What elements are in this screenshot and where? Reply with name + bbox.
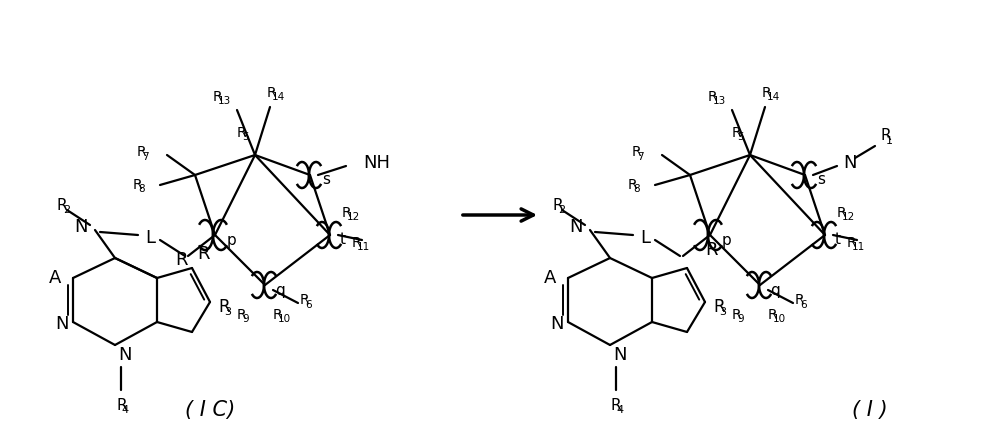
Text: 10: 10 — [773, 314, 786, 324]
Text: N: N — [550, 315, 564, 333]
Text: N: N — [613, 346, 626, 364]
Text: R: R — [795, 293, 805, 307]
Text: p: p — [722, 233, 732, 248]
Text: ( I C): ( I C) — [185, 400, 235, 420]
Text: R: R — [133, 178, 143, 192]
Text: R: R — [708, 90, 718, 104]
Text: 5: 5 — [737, 132, 744, 142]
Text: t: t — [340, 233, 346, 248]
Text: 3: 3 — [719, 307, 726, 317]
Text: 14: 14 — [767, 93, 780, 103]
Text: A: A — [49, 269, 61, 287]
Text: R: R — [713, 298, 725, 316]
Text: q: q — [275, 282, 285, 297]
Text: 11: 11 — [852, 242, 865, 252]
Text: 9: 9 — [242, 314, 249, 324]
Text: N: N — [843, 154, 856, 172]
Text: R: R — [705, 241, 718, 259]
Text: R: R — [342, 206, 352, 220]
Text: p: p — [227, 233, 237, 248]
Text: 7: 7 — [142, 152, 149, 162]
Text: R: R — [57, 197, 68, 213]
Text: R: R — [175, 251, 188, 269]
Text: ( I ): ( I ) — [852, 400, 888, 420]
Text: A: A — [544, 269, 556, 287]
Text: R: R — [762, 86, 772, 100]
Text: 9: 9 — [737, 314, 744, 324]
Text: R: R — [847, 236, 857, 250]
Text: R: R — [237, 308, 247, 322]
Text: 2: 2 — [558, 205, 565, 215]
Text: R: R — [632, 145, 642, 159]
Text: NH: NH — [363, 154, 390, 172]
Text: N: N — [74, 218, 88, 236]
Text: N: N — [118, 346, 132, 364]
Text: R: R — [213, 90, 223, 104]
Text: 8: 8 — [138, 184, 145, 194]
Text: R: R — [768, 308, 778, 322]
Text: R: R — [732, 126, 742, 140]
Text: 5: 5 — [242, 132, 249, 142]
Text: 10: 10 — [278, 314, 291, 324]
Text: t: t — [835, 233, 841, 248]
Text: 1: 1 — [886, 136, 893, 146]
Text: R: R — [837, 206, 847, 220]
Text: 13: 13 — [218, 97, 231, 107]
Text: 2: 2 — [63, 205, 70, 215]
Text: N: N — [570, 218, 583, 236]
Text: R: R — [880, 129, 891, 143]
Text: 6: 6 — [800, 300, 807, 310]
Text: s: s — [322, 172, 330, 187]
Text: R: R — [137, 145, 147, 159]
Text: 13: 13 — [713, 97, 726, 107]
Text: 7: 7 — [637, 152, 644, 162]
Text: 11: 11 — [357, 242, 370, 252]
Text: R: R — [300, 293, 310, 307]
Text: R: R — [237, 126, 247, 140]
Text: R: R — [116, 397, 127, 413]
Text: 8: 8 — [633, 184, 640, 194]
Text: R: R — [197, 245, 210, 263]
Text: q: q — [770, 282, 780, 297]
Text: 12: 12 — [842, 213, 855, 223]
Text: 12: 12 — [347, 213, 360, 223]
Text: R: R — [611, 397, 622, 413]
Text: L: L — [640, 229, 650, 247]
Text: 4: 4 — [617, 405, 624, 415]
Text: 14: 14 — [272, 93, 285, 103]
Text: R: R — [273, 308, 283, 322]
Text: R: R — [628, 178, 638, 192]
Text: N: N — [56, 315, 69, 333]
Text: 6: 6 — [305, 300, 312, 310]
Text: s: s — [817, 172, 825, 187]
Text: 3: 3 — [224, 307, 231, 317]
Text: R: R — [552, 197, 563, 213]
Text: R: R — [267, 86, 277, 100]
Text: L: L — [145, 229, 155, 247]
Text: R: R — [732, 308, 742, 322]
Text: 4: 4 — [122, 405, 129, 415]
Text: R: R — [352, 236, 362, 250]
Text: R: R — [218, 298, 230, 316]
